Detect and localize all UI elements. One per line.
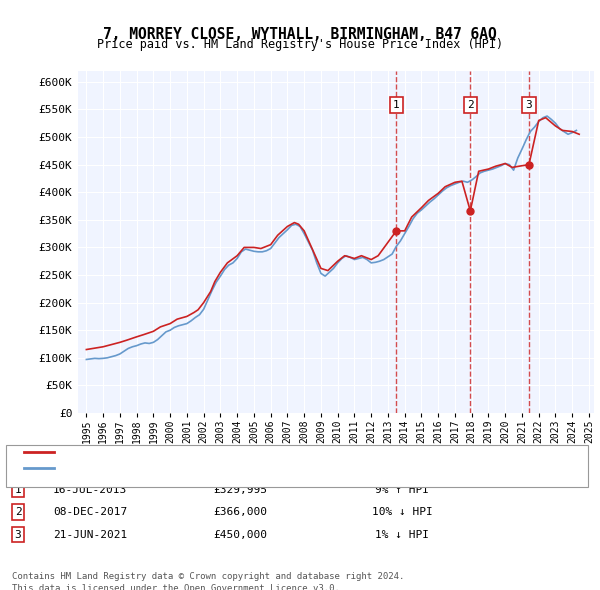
Text: Price paid vs. HM Land Registry's House Price Index (HPI): Price paid vs. HM Land Registry's House … [97,38,503,51]
Text: 2: 2 [467,100,473,110]
Text: HPI: Average price, detached house, Bromsgrove: HPI: Average price, detached house, Brom… [60,463,347,473]
Text: 08-DEC-2017: 08-DEC-2017 [53,507,127,517]
Text: 7, MORREY CLOSE, WYTHALL, BIRMINGHAM, B47 6AQ: 7, MORREY CLOSE, WYTHALL, BIRMINGHAM, B4… [103,27,497,41]
Text: 3: 3 [14,530,22,539]
Text: 1: 1 [393,100,400,110]
Text: 9% ↑ HPI: 9% ↑ HPI [375,485,429,494]
Text: 16-JUL-2013: 16-JUL-2013 [53,485,127,494]
Text: £329,995: £329,995 [213,485,267,494]
Text: £366,000: £366,000 [213,507,267,517]
Text: 1: 1 [14,485,22,494]
Text: Contains HM Land Registry data © Crown copyright and database right 2024.: Contains HM Land Registry data © Crown c… [12,572,404,581]
Text: 2: 2 [14,507,22,517]
Text: 1% ↓ HPI: 1% ↓ HPI [375,530,429,539]
Text: 10% ↓ HPI: 10% ↓ HPI [371,507,433,517]
Text: £450,000: £450,000 [213,530,267,539]
Text: 3: 3 [526,100,532,110]
Text: This data is licensed under the Open Government Licence v3.0.: This data is licensed under the Open Gov… [12,584,340,590]
Text: 21-JUN-2021: 21-JUN-2021 [53,530,127,539]
Text: 7, MORREY CLOSE, WYTHALL, BIRMINGHAM, B47 6AQ (detached house): 7, MORREY CLOSE, WYTHALL, BIRMINGHAM, B4… [60,447,448,457]
